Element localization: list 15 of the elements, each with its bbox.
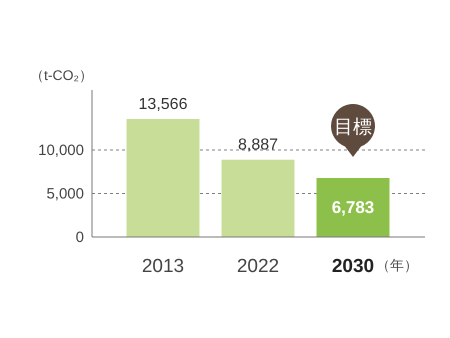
x-axis-title: （年） [376, 257, 418, 273]
bar [126, 119, 200, 237]
y-tick-label: 0 [76, 229, 84, 246]
x-tick-label: 2030 [332, 256, 374, 277]
y-tick-label: 10,000 [38, 142, 84, 160]
bar [316, 178, 390, 237]
x-tick-label: 2013 [142, 256, 184, 277]
data-label: 8,887 [238, 136, 278, 154]
y-axis-title: （t-CO₂） [30, 67, 93, 83]
annotation: 目標 [334, 117, 372, 138]
x-tick-label: 2022 [236, 256, 280, 277]
y-tick-label: 5,000 [46, 186, 84, 203]
data-label: 13,566 [138, 96, 188, 113]
data-label: 6,783 [332, 198, 374, 217]
bar [222, 160, 294, 237]
